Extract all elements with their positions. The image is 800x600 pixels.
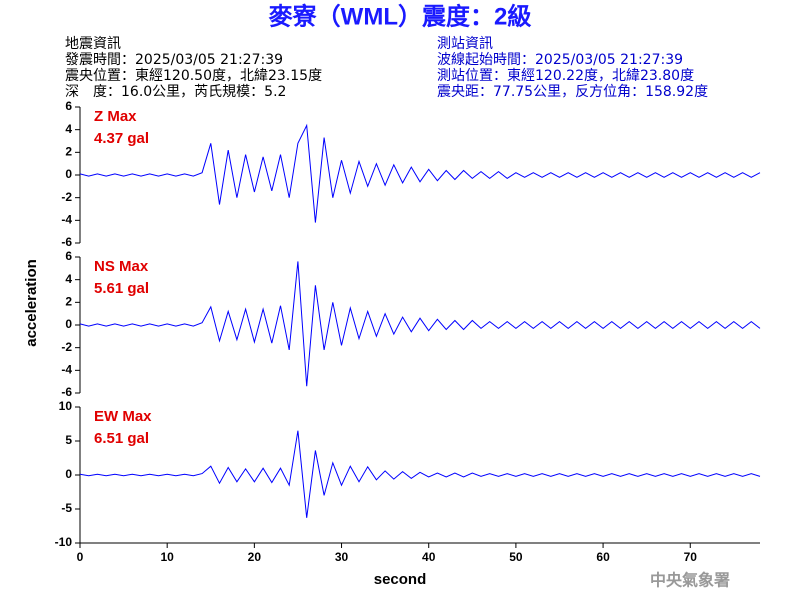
y-tick-label: 10	[59, 399, 73, 413]
annotation: 4.37 gal	[94, 130, 149, 147]
annotation: Z Max	[94, 108, 137, 125]
y-tick-label: -2	[61, 340, 72, 354]
y-tick-label: 4	[65, 272, 72, 286]
header-left: 深 度：16.0公里，芮氏規模：5.2	[65, 83, 286, 100]
waveform	[79, 430, 761, 518]
header-left: 震央位置：東經120.50度，北緯23.15度	[65, 68, 322, 84]
x-tick-label: 20	[248, 550, 262, 564]
y-tick-label: 0	[65, 317, 72, 331]
waveform	[79, 261, 761, 387]
y-tick-label: 2	[65, 295, 72, 309]
y-tick-label: 0	[65, 467, 72, 481]
annotation: 6.51 gal	[94, 430, 149, 447]
y-tick-label: -4	[61, 213, 72, 227]
y-tick-label: -6	[61, 385, 72, 399]
y-tick-label: 2	[65, 145, 72, 159]
y-tick-label: -6	[61, 235, 72, 249]
y-tick-label: -2	[61, 190, 72, 204]
y-tick-label: 5	[65, 433, 72, 447]
x-tick-label: 0	[77, 550, 84, 564]
header-right: 測站位置：東經120.22度，北緯23.80度	[437, 68, 694, 84]
y-tick-label: 4	[65, 122, 72, 136]
y-axis-label: acceleration	[23, 259, 40, 347]
header-left: 發震時間：2025/03/05 21:27:39	[65, 52, 283, 68]
y-tick-label: 0	[65, 167, 72, 181]
waveform	[79, 123, 761, 223]
x-tick-label: 60	[596, 550, 610, 564]
annotation: EW Max	[94, 408, 152, 425]
title: 麥寮（WML）震度：2級	[268, 2, 532, 30]
x-tick-label: 30	[335, 550, 349, 564]
x-tick-label: 70	[684, 550, 698, 564]
header-right: 測站資訊	[437, 36, 493, 52]
y-tick-label: 6	[65, 249, 72, 263]
annotation: 5.61 gal	[94, 280, 149, 297]
annotation: NS Max	[94, 258, 149, 275]
y-tick-label: -5	[61, 501, 72, 515]
header-left: 地震資訊	[65, 36, 121, 52]
header-right: 震央距：77.75公里，反方位角：158.92度	[437, 84, 708, 100]
header-right: 波線起始時間：2025/03/05 21:27:39	[437, 52, 683, 68]
footer: 中央氣象署	[650, 571, 730, 590]
x-tick-label: 40	[422, 550, 436, 564]
y-tick-label: 6	[65, 99, 72, 113]
x-tick-label: 10	[160, 550, 174, 564]
x-tick-label: 50	[509, 550, 523, 564]
x-axis-label: second	[374, 571, 427, 588]
y-tick-label: -10	[55, 535, 73, 549]
y-tick-label: -4	[61, 363, 72, 377]
